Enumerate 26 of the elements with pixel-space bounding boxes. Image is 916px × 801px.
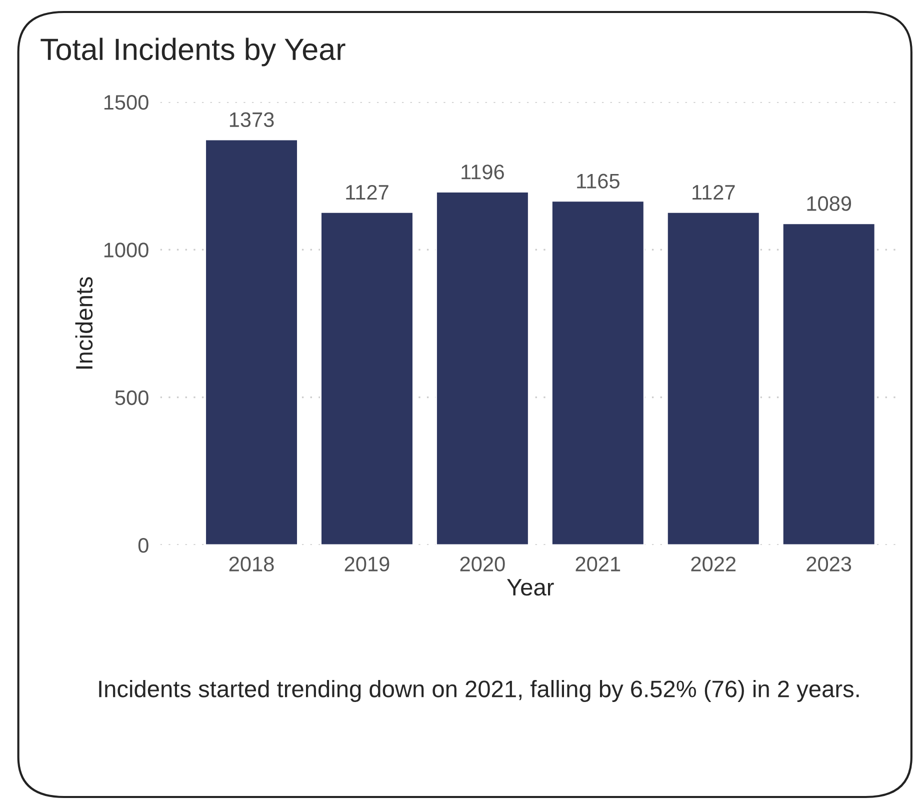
bar (782, 222, 876, 545)
data-label: 1373 (230, 112, 274, 128)
y-tick-label: 1500 (104, 95, 148, 110)
data-label: 1127 (346, 184, 388, 200)
bar (320, 211, 414, 545)
chart-title: Total Incidents by Year (40, 38, 346, 66)
bar (666, 211, 760, 545)
x-axis-title: Year (507, 579, 554, 596)
data-label: 1196 (462, 164, 504, 180)
y-axis-title: Incidents (75, 277, 93, 369)
x-tick-label: 2019 (344, 556, 390, 572)
bar (204, 138, 298, 545)
bar (551, 200, 645, 545)
text: Incidents started trending down on 2021, falling by 6.52% (76) in 2 years. (99, 680, 859, 702)
y-tick-label: 0 (138, 538, 148, 553)
x-tick-label: 2020 (460, 556, 505, 572)
x-tick-label: 2023 (806, 556, 852, 572)
data-label: 1089 (807, 196, 852, 211)
x-tick-label: 2021 (576, 556, 620, 572)
y-tick-label: 1000 (104, 242, 148, 258)
x-tick-label: 2018 (229, 556, 274, 572)
x-tick-label: 2022 (691, 556, 736, 572)
data-label: 1165 (577, 174, 620, 188)
data-label: 1127 (692, 184, 735, 200)
y-tick-label: 500 (115, 390, 148, 406)
bar (436, 191, 530, 545)
